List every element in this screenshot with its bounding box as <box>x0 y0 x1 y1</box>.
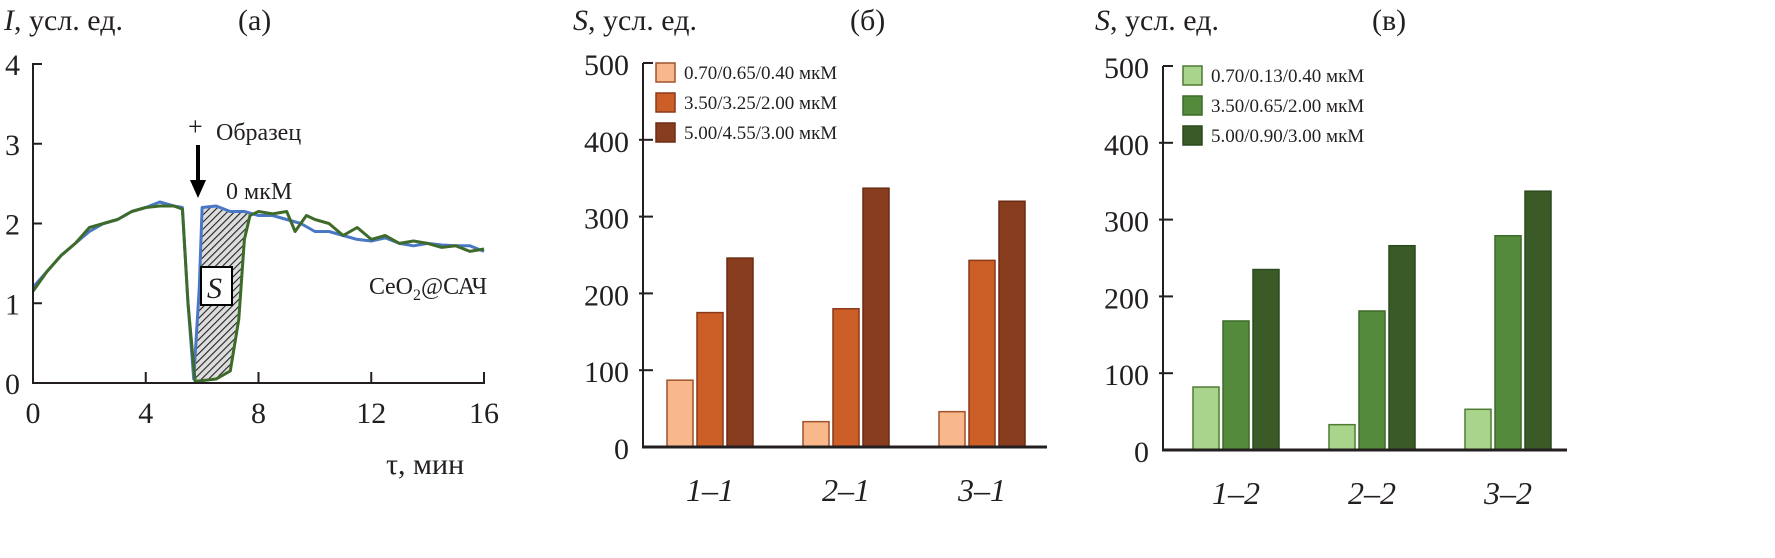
category-label: 3–2 <box>1483 475 1532 511</box>
x-tick-label: 8 <box>251 397 266 430</box>
category-label: 1–1 <box>686 472 734 508</box>
y-tick-label: 400 <box>584 126 629 159</box>
panel-b-plot: 0 100 200 300 400 500 1–1 2–1 3–1 0.70/0.65/0.40 … <box>584 49 1047 508</box>
legend-swatch <box>655 92 676 113</box>
bar-2–2-series-2 <box>1358 310 1386 451</box>
legend-label: 5.00/4.55/3.00 мкМ <box>684 123 837 144</box>
bar-2–1-series-1 <box>802 420 830 448</box>
legend-item: 5.00/0.90/3.00 мкМ <box>1182 125 1364 147</box>
y-tick-label: 300 <box>584 203 629 236</box>
y-tick-label: 100 <box>584 356 629 389</box>
y-tick-label: 100 <box>1104 359 1149 392</box>
bar-1–1-series-3 <box>726 257 754 448</box>
panel-b-ylabel-var: S <box>573 4 588 37</box>
panel-b-label: (б) <box>850 4 885 37</box>
sample-annotation: Образец <box>216 120 301 146</box>
legend-item: 0.70/0.65/0.40 мкМ <box>655 62 837 84</box>
category-label: 2–1 <box>822 472 870 508</box>
x-tick-label: 16 <box>469 397 499 430</box>
panel-c-bar-chart: S, усл. ед. (в) 0 100 200 300 400 500 1–2 2–2 3–… <box>1095 4 1567 511</box>
y-tick-label: 2 <box>5 209 20 242</box>
bar-1–1-series-1 <box>666 379 694 448</box>
y-tick-label: 0 <box>614 433 629 466</box>
area-label: S <box>207 272 222 305</box>
y-tick-label: 3 <box>5 129 20 162</box>
panel-c-ylabel: S, усл. ед. <box>1095 4 1219 37</box>
y-tick-label: 200 <box>584 279 629 312</box>
probe-rest: @САЧ <box>421 274 487 300</box>
panel-a-ylabel-var: I <box>3 4 16 37</box>
panel-a-xlabel: τ, мин <box>386 448 464 481</box>
legend-swatch <box>1182 65 1203 86</box>
legend-item: 5.00/4.55/3.00 мкМ <box>655 122 837 144</box>
bar-2–1-series-3 <box>862 187 890 448</box>
probe-main: CeO <box>369 274 413 300</box>
category-label: 2–2 <box>1348 475 1396 511</box>
legend-label: 0.70/0.65/0.40 мкМ <box>684 63 837 84</box>
panel-c-label: (в) <box>1372 4 1406 37</box>
legend: 0.70/0.13/0.40 мкМ 3.50/0.65/2.00 мкМ 5.00… <box>1182 65 1364 147</box>
x-tick-label: 0 <box>26 397 41 430</box>
bar-3–1-series-2 <box>968 259 996 448</box>
panel-b-ylabel-unit: , усл. ед. <box>588 4 697 37</box>
category-label: 1–2 <box>1212 475 1260 511</box>
y-tick-label: 300 <box>1104 206 1149 239</box>
series-line-green <box>31 204 485 383</box>
bar-1–2-series-1 <box>1192 386 1220 451</box>
legend-swatch <box>655 122 676 143</box>
panel-a-label: (а) <box>238 4 271 37</box>
bar-3–2-series-3 <box>1524 190 1552 451</box>
legend-label: 0.70/0.13/0.40 мкМ <box>1211 66 1364 87</box>
panel-c-ylabel-var: S <box>1095 4 1110 37</box>
bar-2–2-series-1 <box>1328 423 1356 451</box>
legend-swatch <box>1182 95 1203 116</box>
panel-a-ylabel-unit: , усл. ед. <box>14 4 123 37</box>
series-lines <box>31 200 485 383</box>
bar-3–2-series-1 <box>1464 408 1492 451</box>
legend: 0.70/0.65/0.40 мкМ 3.50/3.25/2.00 мкМ 5.00… <box>655 62 837 144</box>
plus-sign: + <box>188 112 203 141</box>
bar-1–2-series-2 <box>1222 320 1250 451</box>
legend-item: 0.70/0.13/0.40 мкМ <box>1182 65 1364 87</box>
bar-2–1-series-2 <box>832 308 860 448</box>
category-label: 3–1 <box>957 472 1006 508</box>
bar-1–1-series-2 <box>696 311 724 448</box>
legend-label: 5.00/0.90/3.00 мкМ <box>1211 126 1364 147</box>
legend-item: 3.50/3.25/2.00 мкМ <box>655 92 837 114</box>
legend-label: 3.50/0.65/2.00 мкМ <box>1211 96 1364 117</box>
bar-3–1-series-1 <box>938 410 966 448</box>
panel-b-bar-chart: S, усл. ед. (б) 0 100 200 300 400 500 1–1 2–1 3–… <box>573 4 1047 508</box>
area-label-box <box>200 266 233 306</box>
concentration-annotation: 0 мкМ <box>226 179 292 205</box>
y-tick-label: 200 <box>1104 282 1149 315</box>
panel-a-ylabel: I, усл. ед. <box>3 4 123 37</box>
legend-swatch <box>655 62 676 83</box>
panel-b-ylabel: S, усл. ед. <box>573 4 697 37</box>
legend-label: 3.50/3.25/2.00 мкМ <box>684 93 837 114</box>
probe-sub: 2 <box>413 287 421 304</box>
panel-c-plot: 0 100 200 300 400 500 1–2 2–2 3–2 0.70/0.13/0.40 … <box>1104 52 1567 511</box>
y-tick-label: 500 <box>1104 52 1149 85</box>
y-tick-label: 1 <box>5 288 20 321</box>
y-tick-label: 0 <box>5 368 20 401</box>
arrow-down-icon <box>190 145 206 198</box>
bar-2–2-series-3 <box>1388 244 1416 451</box>
bar-1–2-series-3 <box>1252 268 1280 451</box>
y-tick-label: 400 <box>1104 129 1149 162</box>
bar-3–2-series-2 <box>1494 234 1522 451</box>
panel-c-ylabel-unit: , усл. ед. <box>1110 4 1219 37</box>
x-tick-label: 12 <box>356 397 386 430</box>
legend-item: 3.50/0.65/2.00 мкМ <box>1182 95 1364 117</box>
probe-label: CeO2@САЧ <box>369 274 487 304</box>
x-tick-label: 4 <box>138 397 153 430</box>
legend-swatch <box>1182 125 1203 146</box>
y-tick-label: 0 <box>1134 436 1149 469</box>
bar-3–1-series-3 <box>998 200 1026 448</box>
y-tick-label: 4 <box>5 49 20 82</box>
y-tick-label: 500 <box>584 49 629 82</box>
